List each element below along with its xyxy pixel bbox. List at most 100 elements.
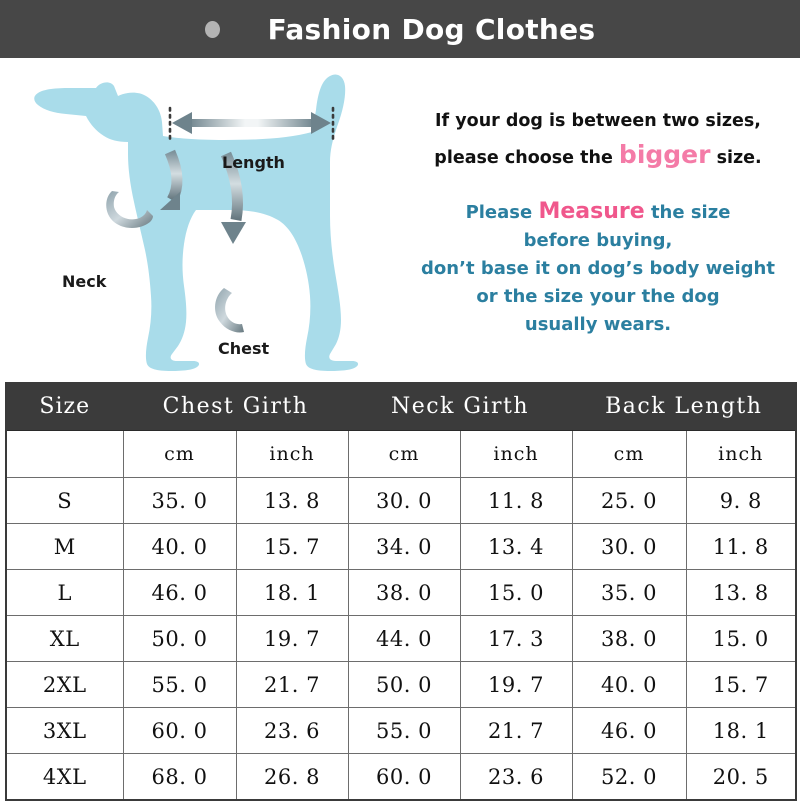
advice-line-5: usually wears. <box>524 314 672 335</box>
page-header: Fashion Dog Clothes <box>0 0 800 58</box>
cell-back-inch: 11. 8 <box>685 523 798 570</box>
cell-neck-cm: 38. 0 <box>347 569 461 616</box>
table-body: cm inch cm inch cm inch S 35. 0 13. 8 30… <box>5 430 798 801</box>
length-label: Length <box>222 153 285 172</box>
cell-chest-cm: 60. 0 <box>122 707 237 754</box>
table-row: 3XL 60. 0 23. 6 55. 0 21. 7 46. 0 18. 1 <box>5 707 798 754</box>
table-row: M 40. 0 15. 7 34. 0 13. 4 30. 0 11. 8 <box>5 523 798 570</box>
cell-back-inch: 9. 8 <box>685 477 798 524</box>
size-chart-table: Size Chest Girth Neck Girth Back Length … <box>5 382 798 801</box>
cell-neck-cm: 30. 0 <box>347 477 461 524</box>
cell-neck-cm: 44. 0 <box>347 615 461 662</box>
cell-back-inch: 15. 7 <box>685 661 798 708</box>
neck-arrow-icon <box>160 149 183 210</box>
unit-neck-cm: cm <box>347 430 461 478</box>
advice-line-4: or the size your the dog <box>476 286 720 307</box>
cell-chest-cm: 55. 0 <box>122 661 237 708</box>
neck-label: Neck <box>62 272 107 291</box>
advice-line-2: before buying, <box>523 230 673 251</box>
dog-body-shape <box>34 74 359 371</box>
dog-silhouette-icon <box>34 74 359 371</box>
cell-neck-cm: 50. 0 <box>347 661 461 708</box>
chest-arrow-icon <box>220 151 246 244</box>
bullet-dot-icon <box>204 20 220 38</box>
advice-line-1-before: Please <box>465 202 533 223</box>
neck-band-icon <box>106 191 153 228</box>
cell-chest-cm: 40. 0 <box>122 523 237 570</box>
unit-chest-inch: inch <box>235 430 349 478</box>
cell-neck-inch: 15. 0 <box>459 569 573 616</box>
cell-size: L <box>5 569 124 616</box>
cell-neck-inch: 23. 6 <box>459 753 573 801</box>
cell-size: 4XL <box>5 753 124 801</box>
table-unit-row: cm inch cm inch cm inch <box>5 430 798 478</box>
cell-back-cm: 35. 0 <box>571 569 687 616</box>
cell-size: XL <box>5 615 124 662</box>
advice-line-1-after: the size <box>650 202 731 223</box>
cell-back-cm: 46. 0 <box>571 707 687 754</box>
table-row: 2XL 55. 0 21. 7 50. 0 19. 7 40. 0 15. 7 <box>5 661 798 708</box>
cell-chest-cm: 50. 0 <box>122 615 237 662</box>
cell-neck-cm: 34. 0 <box>347 523 461 570</box>
length-arrow-icon <box>172 112 331 134</box>
cell-chest-inch: 15. 7 <box>235 523 349 570</box>
table-row: L 46. 0 18. 1 38. 0 15. 0 35. 0 13. 8 <box>5 569 798 616</box>
cell-neck-cm: 60. 0 <box>347 753 461 801</box>
cell-chest-inch: 13. 8 <box>235 477 349 524</box>
cell-back-inch: 13. 8 <box>685 569 798 616</box>
dog-measurement-diagram: Length Neck Chest <box>0 58 400 375</box>
table-row: 4XL 68. 0 26. 8 60. 0 23. 6 52. 0 20. 5 <box>5 753 798 801</box>
header-size: Size <box>5 382 124 431</box>
notice-line-2: please choose the bigger size. <box>396 138 800 175</box>
measure-advice-block: Please Measure the size before buying, d… <box>396 198 800 339</box>
cell-chest-inch: 18. 1 <box>235 569 349 616</box>
cell-neck-inch: 21. 7 <box>459 707 573 754</box>
table-header: Size Chest Girth Neck Girth Back Length <box>5 382 798 431</box>
unit-chest-cm: cm <box>122 430 237 478</box>
cell-back-cm: 52. 0 <box>571 753 687 801</box>
info-section: Length Neck Chest If your dog is between… <box>0 58 800 375</box>
cell-neck-inch: 19. 7 <box>459 661 573 708</box>
cell-neck-cm: 55. 0 <box>347 707 461 754</box>
chest-band-icon <box>215 288 244 333</box>
notice-highlight-bigger: bigger <box>618 140 711 169</box>
cell-neck-inch: 11. 8 <box>459 477 573 524</box>
page-title: Fashion Dog Clothes <box>267 12 596 46</box>
table-row: S 35. 0 13. 8 30. 0 11. 8 25. 0 9. 8 <box>5 477 798 524</box>
table-row: XL 50. 0 19. 7 44. 0 17. 3 38. 0 15. 0 <box>5 615 798 662</box>
cell-back-cm: 40. 0 <box>571 661 687 708</box>
header-back-length: Back Length <box>571 382 798 431</box>
cell-size: S <box>5 477 124 524</box>
cell-back-cm: 30. 0 <box>571 523 687 570</box>
header-chest-girth: Chest Girth <box>122 382 349 431</box>
chest-label: Chest <box>218 339 270 358</box>
cell-back-inch: 18. 1 <box>685 707 798 754</box>
cell-size: M <box>5 523 124 570</box>
unit-back-cm: cm <box>571 430 687 478</box>
unit-neck-inch: inch <box>459 430 573 478</box>
cell-back-cm: 38. 0 <box>571 615 687 662</box>
cell-chest-inch: 23. 6 <box>235 707 349 754</box>
sizing-advice-panel: If your dog is between two sizes, please… <box>396 58 800 375</box>
cell-neck-inch: 13. 4 <box>459 523 573 570</box>
cell-chest-cm: 35. 0 <box>122 477 237 524</box>
notice-line-1: If your dog is between two sizes, <box>435 111 761 131</box>
table-group-header-row: Size Chest Girth Neck Girth Back Length <box>5 382 798 431</box>
unit-back-inch: inch <box>685 430 798 478</box>
cell-chest-inch: 21. 7 <box>235 661 349 708</box>
cell-back-cm: 25. 0 <box>571 477 687 524</box>
cell-chest-inch: 19. 7 <box>235 615 349 662</box>
header-neck-girth: Neck Girth <box>347 382 573 431</box>
cell-chest-cm: 68. 0 <box>122 753 237 801</box>
advice-line-1: Please Measure the size <box>396 198 800 227</box>
unit-blank <box>5 430 124 478</box>
cell-chest-cm: 46. 0 <box>122 569 237 616</box>
advice-highlight-measure: Measure <box>538 199 645 224</box>
advice-line-3: don’t base it on dog’s body weight <box>421 258 775 279</box>
notice-line-2-after: size. <box>716 148 762 168</box>
cell-back-inch: 20. 5 <box>685 753 798 801</box>
cell-chest-inch: 26. 8 <box>235 753 349 801</box>
notice-line-2-before: please choose the <box>434 148 613 168</box>
cell-neck-inch: 17. 3 <box>459 615 573 662</box>
cell-size: 3XL <box>5 707 124 754</box>
